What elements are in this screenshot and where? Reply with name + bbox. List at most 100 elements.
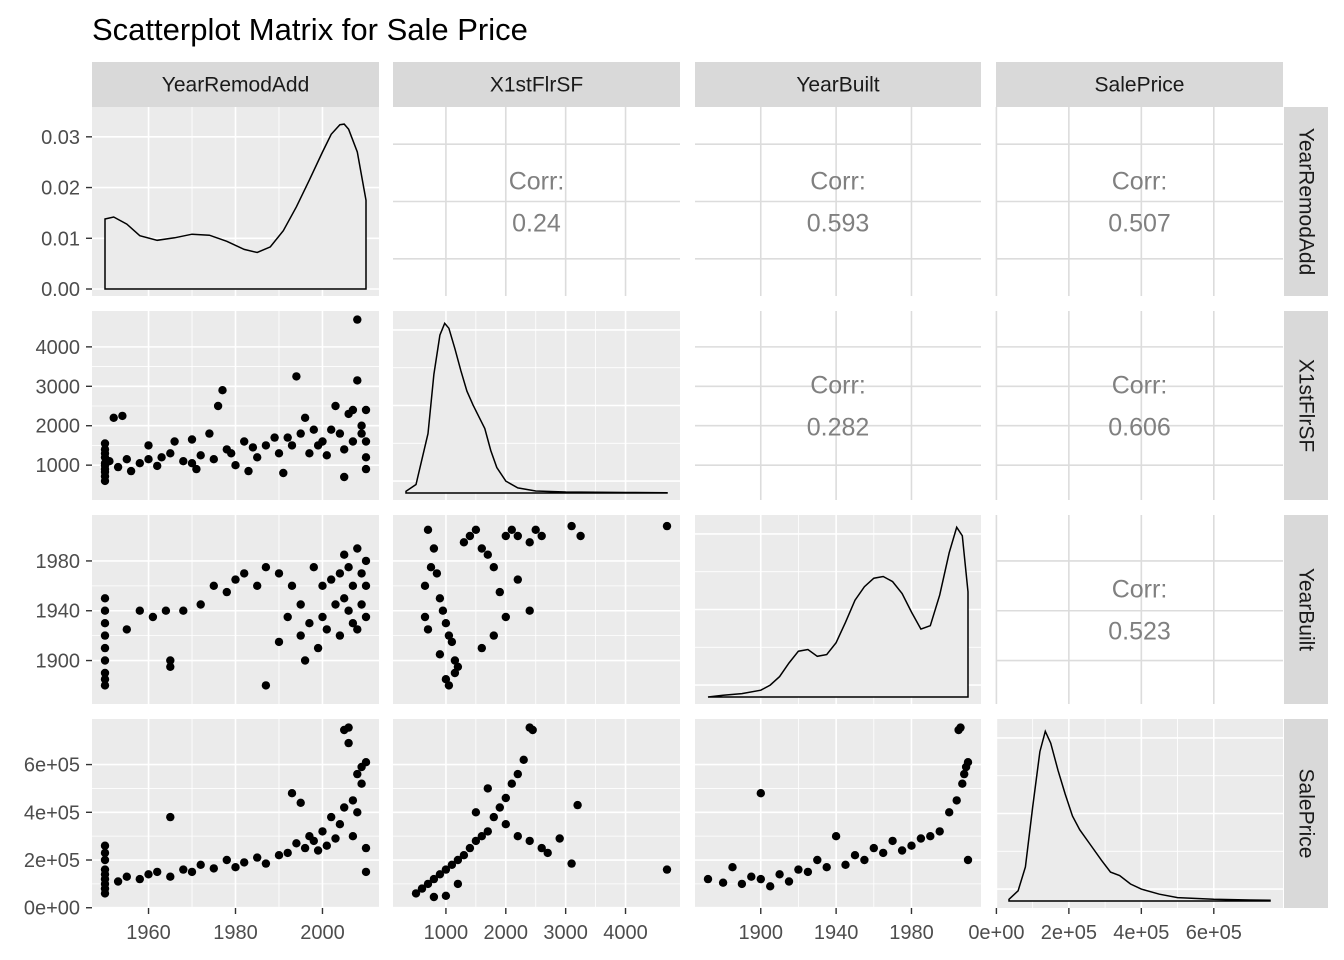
scatter-point xyxy=(495,803,504,812)
scatter-point xyxy=(100,889,110,898)
scatter-point xyxy=(296,429,305,438)
scatter-point xyxy=(441,619,451,628)
x-tick-label: 1900 xyxy=(739,922,784,944)
scatter-point xyxy=(703,874,713,884)
row-strip-YearBuilt xyxy=(1284,515,1328,704)
scatter-point xyxy=(118,411,127,421)
scatter-point xyxy=(489,563,498,572)
scatter-point xyxy=(747,872,756,881)
scatter-point xyxy=(357,569,366,578)
scatter-point xyxy=(196,451,205,460)
scatter-point xyxy=(231,575,240,584)
scatter-point xyxy=(222,587,231,597)
scatter-point xyxy=(100,631,110,640)
scatter-point xyxy=(537,843,546,853)
y-tick-label: 2000 xyxy=(36,416,81,438)
scatter-point xyxy=(420,581,430,590)
scatter-point xyxy=(361,843,371,853)
x-tick-label: 1940 xyxy=(814,922,859,944)
scatter-point xyxy=(348,581,358,590)
scatter-point xyxy=(465,843,475,853)
y-tick-label: 1940 xyxy=(36,601,81,623)
scatter-point xyxy=(340,445,349,454)
panel-YearBuilt-YearBuilt xyxy=(695,515,981,704)
y-tick-label: 4000 xyxy=(36,337,81,359)
scatter-point xyxy=(135,874,144,884)
scatter-point xyxy=(126,466,136,476)
scatter-point xyxy=(831,832,841,841)
y-tick-label: 1000 xyxy=(36,455,81,477)
scatter-point xyxy=(728,863,737,872)
scatter-point xyxy=(361,867,371,877)
scatter-point xyxy=(227,449,236,458)
scatter-point xyxy=(100,855,110,865)
scatter-point xyxy=(292,372,301,381)
row-strip-YearRemodAdd xyxy=(1284,107,1328,296)
scatter-point xyxy=(850,851,860,860)
scatter-point xyxy=(161,606,171,615)
x-tick-label: 2000 xyxy=(300,922,345,944)
corr-label: Corr: xyxy=(1112,168,1168,196)
scatter-point xyxy=(100,668,110,678)
scatter-point xyxy=(888,836,897,846)
scatter-point xyxy=(166,449,175,458)
panel-bg xyxy=(695,719,981,908)
scatter-point xyxy=(357,779,366,788)
scatter-point xyxy=(231,461,240,470)
column-strip-label-SalePrice: SalePrice xyxy=(1095,74,1185,97)
scatter-point xyxy=(187,435,197,444)
scatter-point xyxy=(477,832,486,841)
scatter-point xyxy=(513,832,522,841)
scatter-point xyxy=(477,544,486,553)
scatter-point xyxy=(361,581,371,590)
scatter-point xyxy=(432,569,442,578)
scatter-point xyxy=(662,865,672,874)
y-tick-label: 0.00 xyxy=(41,279,80,301)
scatter-point xyxy=(135,606,144,615)
scatter-point xyxy=(318,437,327,446)
x-tick-label: 4e+05 xyxy=(1113,922,1169,944)
scatter-point xyxy=(444,631,454,640)
column-strip-label-YearBuilt: YearBuilt xyxy=(796,74,879,97)
scatter-point xyxy=(179,606,188,615)
scatter-point xyxy=(100,594,110,603)
scatter-point xyxy=(144,870,153,879)
scatter-point xyxy=(501,820,510,829)
scatter-point xyxy=(429,544,439,553)
panel-bg xyxy=(695,311,981,500)
density-curve-YearRemodAdd xyxy=(104,123,367,290)
scatter-point xyxy=(519,755,528,764)
scatter-point xyxy=(166,812,175,822)
scatter-point xyxy=(555,834,564,843)
scatter-point xyxy=(113,462,123,472)
y-tick-label: 0.03 xyxy=(41,127,80,149)
scatter-point xyxy=(318,612,327,622)
scatter-point xyxy=(209,864,218,873)
panel-bg xyxy=(996,515,1283,704)
scatter-point xyxy=(327,425,336,434)
scatter-point xyxy=(292,839,301,848)
scatter-point xyxy=(196,600,205,609)
scatter-point xyxy=(192,464,201,474)
scatter-point xyxy=(248,443,258,452)
panel-YearBuilt-X1stFlrSF xyxy=(393,515,680,704)
scatter-point xyxy=(528,725,537,735)
scatter-point xyxy=(945,808,954,817)
scatter-point xyxy=(471,525,481,534)
scatter-point xyxy=(213,401,223,411)
x-tick-label: 1960 xyxy=(126,922,171,944)
scatter-point xyxy=(718,878,728,887)
corr-label: Corr: xyxy=(810,372,866,400)
scatter-point xyxy=(100,472,110,481)
scatter-point xyxy=(756,874,765,884)
scatter-point xyxy=(205,429,214,438)
scatter-point xyxy=(361,758,371,767)
scatter-point xyxy=(353,769,362,779)
panels-layer: YearRemodAdd X1stFlrSF YearBuilt SalePrice Y… xyxy=(24,62,1328,944)
scatter-point xyxy=(287,581,297,590)
scatter-point xyxy=(261,563,271,572)
scatter-point xyxy=(483,550,492,559)
scatter-point xyxy=(483,784,492,793)
scatter-point xyxy=(274,569,284,578)
